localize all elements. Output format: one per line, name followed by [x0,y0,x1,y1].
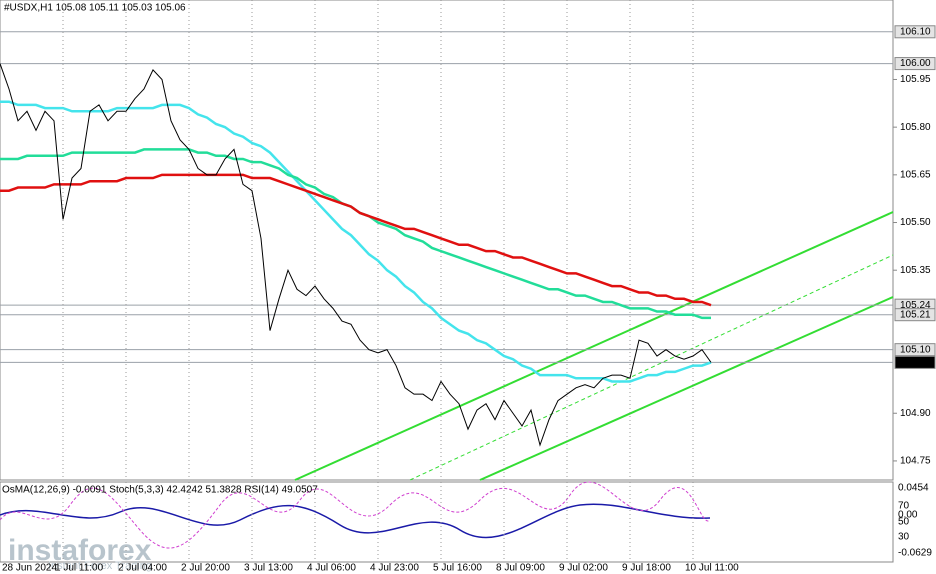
y-tick-label: 105.50 [900,217,931,228]
indicator-label: 30 [898,532,910,543]
level-box [894,355,936,369]
rsi-line [0,503,711,539]
level-box [894,25,936,39]
x-tick-label: 4 Jul 23:00 [370,563,419,574]
level-label: 105.06 [900,357,931,368]
y-tick-label: 105.65 [900,169,931,180]
indicator-label: 70 [898,501,910,512]
level-label: 105.24 [900,300,931,311]
level-box [894,308,936,322]
oscillator [0,481,711,549]
x-tick-label: 2 Jul 20:00 [181,563,230,574]
series-line [0,173,712,307]
channel-mid [409,254,894,481]
x-tick-label: 2 Jul 04:00 [118,563,167,574]
level-label: 105.10 [900,344,931,355]
y-tick-label: 105.35 [900,265,931,276]
x-tick-label: 1 Jul 11:00 [55,563,104,574]
x-tick-label: 9 Jul 02:00 [559,563,608,574]
indicator-label: 0.00 [898,510,918,521]
indicator-label: 0.0454 [898,483,929,494]
indicator-frame [0,481,894,563]
x-tick-label: 10 Jul 11:00 [685,563,739,574]
chart-title: #USDX,H1 105.08 105.11 105.03 105.06 [4,3,186,14]
x-tick-label: 5 Jul 16:00 [433,563,482,574]
indicator-label: 50 [898,517,910,528]
y-tick-label: 104.75 [900,456,931,467]
level-label: 106.00 [900,58,931,69]
level-box [894,57,936,71]
y-tick-label: 105.80 [900,122,931,133]
channel-lower [479,296,894,481]
level-box [894,343,936,357]
watermark-brand: instaforex [8,534,152,567]
x-tick-label: 28 Jun 2024 [2,563,57,574]
watermark-tagline: Instant Forex Trading [48,560,152,572]
x-tick-label: 4 Jul 06:00 [307,563,356,574]
y-tick-label: 104.90 [900,408,931,419]
indicator-label: -0.0629 [898,548,932,559]
series-line [0,100,712,383]
indicator-title: OsMA(12,26,9) -0.0091 Stoch(5,3,3) 42.42… [2,485,318,496]
y-tick-label: 105.95 [900,74,931,85]
level-label: 106.10 [900,26,931,37]
x-tick-label: 9 Jul 18:00 [622,563,671,574]
x-tick-label: 3 Jul 13:00 [244,563,293,574]
stoch-line [0,481,711,549]
channel [294,211,894,481]
series-line [0,63,712,447]
level-label: 105.21 [900,309,931,320]
x-tick-label: 8 Jul 09:00 [496,563,545,574]
channel-upper [294,211,894,481]
